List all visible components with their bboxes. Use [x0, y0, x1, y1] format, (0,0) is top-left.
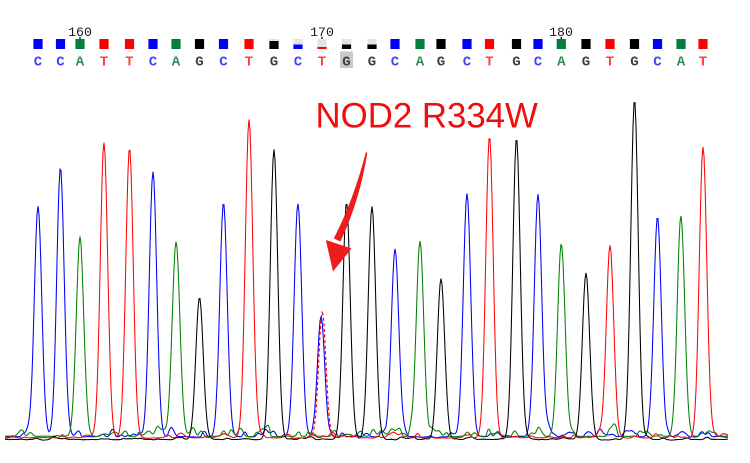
svg-text:NOD2 R334W: NOD2 R334W [316, 96, 539, 135]
svg-text:G: G [630, 55, 638, 71]
svg-text:C: C [463, 55, 472, 71]
svg-text:A: A [76, 55, 85, 71]
svg-text:T: T [245, 55, 253, 71]
svg-text:G: G [342, 55, 350, 71]
svg-text:T: T [125, 55, 133, 71]
svg-text:A: A [172, 55, 181, 71]
svg-text:T: T [485, 55, 493, 71]
svg-text:C: C [56, 55, 65, 71]
svg-text:C: C [391, 55, 400, 71]
svg-text:G: G [368, 55, 376, 71]
svg-text:T: T [699, 55, 707, 71]
svg-text:A: A [677, 55, 686, 71]
svg-text:T: T [100, 55, 108, 71]
svg-text:G: G [270, 55, 278, 71]
svg-text:C: C [34, 55, 43, 71]
svg-text:C: C [294, 55, 303, 71]
svg-text:C: C [534, 55, 543, 71]
svg-text:G: G [582, 55, 590, 71]
svg-text:C: C [219, 55, 228, 71]
svg-text:A: A [416, 55, 425, 71]
svg-text:A: A [557, 55, 566, 71]
svg-text:C: C [653, 55, 662, 71]
svg-text:180: 180 [549, 25, 573, 40]
svg-text:G: G [512, 55, 520, 71]
svg-text:170: 170 [310, 25, 334, 40]
svg-text:C: C [149, 55, 158, 71]
svg-text:T: T [318, 55, 326, 71]
svg-text:160: 160 [68, 25, 92, 40]
svg-text:G: G [437, 55, 445, 71]
svg-text:G: G [195, 55, 203, 71]
svg-text:T: T [606, 55, 614, 71]
